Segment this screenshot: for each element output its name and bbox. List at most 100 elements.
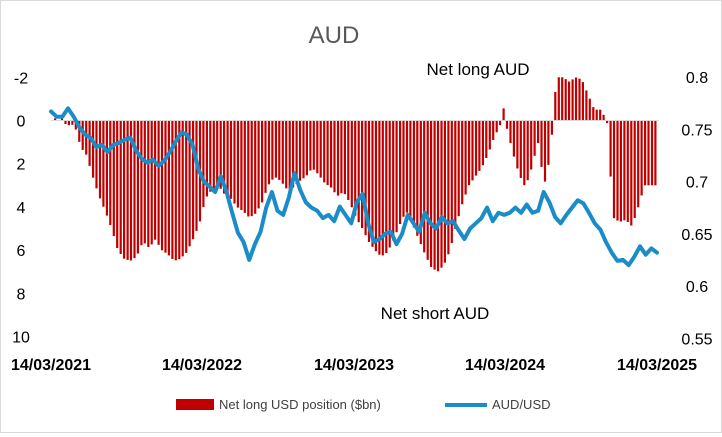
bar-mark [395, 120, 398, 233]
bar-mark [185, 120, 188, 253]
x-tick-label: 14/03/2025 [617, 357, 697, 374]
x-tick-label: 14/03/2024 [465, 357, 545, 374]
bar-mark [592, 107, 595, 121]
bar-mark [502, 108, 505, 121]
bar-mark [644, 120, 647, 186]
bar-mark [361, 120, 364, 229]
right-tick-label: 0.7 [686, 175, 708, 192]
bar-mark [588, 98, 591, 121]
bar-mark [129, 120, 133, 261]
bar-mark [192, 120, 195, 240]
bar-mark [402, 120, 405, 217]
bar-series [54, 77, 657, 272]
legend-label-net-long-usd: Net long USD position ($bn) [219, 397, 381, 412]
bar-mark [464, 120, 467, 195]
bar-mark [419, 120, 422, 245]
bar-mark [454, 120, 457, 229]
bar-mark [240, 120, 243, 210]
bar-mark [209, 120, 212, 192]
annotation-net-long: Net long AUD [427, 60, 530, 79]
bar-mark [340, 120, 343, 194]
bar-mark [637, 120, 640, 208]
bar-mark [174, 120, 177, 261]
bar-mark [443, 120, 446, 263]
bar-mark [509, 120, 512, 144]
bar-mark [140, 120, 143, 246]
line-series [49, 106, 659, 268]
bar-mark [164, 120, 167, 253]
chart-title: AUD [309, 22, 360, 49]
bar-mark [336, 120, 340, 196]
bar-mark [599, 109, 602, 121]
left-tick-label: 2 [17, 157, 26, 174]
bar-mark [554, 91, 557, 121]
annotation-net-short: Net short AUD [381, 304, 490, 323]
bar-mark [385, 120, 388, 254]
bar-mark [499, 120, 502, 126]
bar-mark [292, 120, 295, 188]
x-tick-label: 14/03/2022 [162, 357, 242, 374]
bar-mark [105, 120, 108, 216]
bar-mark [123, 120, 126, 259]
bar-mark [374, 120, 377, 252]
bar-mark [64, 120, 67, 124]
bar-mark [71, 120, 74, 125]
bar-mark [447, 120, 450, 255]
bar-mark [323, 120, 326, 183]
bar-mark [612, 120, 616, 219]
bar-mark [523, 120, 526, 186]
bar-mark [623, 120, 626, 221]
bar-mark [561, 77, 564, 121]
bar-mark [412, 120, 415, 228]
bar-mark [343, 120, 346, 195]
bar-mark [609, 120, 612, 177]
bar-mark [216, 120, 219, 186]
bar-mark [88, 120, 91, 166]
bar-mark [312, 120, 315, 170]
bar-mark [399, 120, 402, 224]
bar-mark [381, 120, 384, 256]
bar-mark [285, 120, 288, 189]
bar-mark [423, 120, 426, 253]
bar-mark [619, 120, 622, 222]
bar-mark [426, 120, 429, 260]
bar-mark [495, 120, 498, 133]
bar-mark [247, 120, 250, 217]
bar-mark [468, 120, 471, 186]
bar-mark [302, 120, 305, 179]
bar-mark [457, 120, 460, 217]
bar-mark [188, 120, 191, 247]
bar-mark [150, 120, 153, 245]
bar-mark [585, 90, 588, 121]
bar-mark [212, 120, 215, 189]
right-tick-label: 0.55 [681, 331, 712, 348]
bar-mark [630, 120, 633, 226]
bar-mark [354, 120, 357, 216]
bar-mark [133, 120, 136, 259]
bar-mark [281, 120, 284, 184]
bar-mark [278, 120, 281, 180]
bar-mark [119, 120, 122, 254]
bar-mark [478, 120, 481, 171]
right-tick-label: 0.8 [686, 70, 708, 87]
bar-mark [405, 120, 409, 213]
bar-mark [74, 120, 77, 130]
bar-mark [571, 79, 574, 121]
bar-mark [492, 120, 495, 140]
bar-mark [633, 120, 636, 218]
right-tick-label: 0.6 [686, 279, 708, 296]
bar-mark [606, 120, 609, 124]
left-tick-label: 0 [17, 114, 26, 131]
bar-mark [474, 120, 478, 176]
bar-mark [274, 120, 277, 178]
bar-mark [367, 120, 371, 242]
bar-mark [647, 120, 650, 186]
left-tick-label: -2 [14, 70, 28, 87]
bar-mark [547, 120, 550, 165]
bar-mark [516, 120, 519, 169]
bar-mark [264, 120, 267, 193]
bar-mark [229, 120, 233, 199]
bar-mark [519, 120, 522, 178]
bar-mark [574, 77, 578, 121]
